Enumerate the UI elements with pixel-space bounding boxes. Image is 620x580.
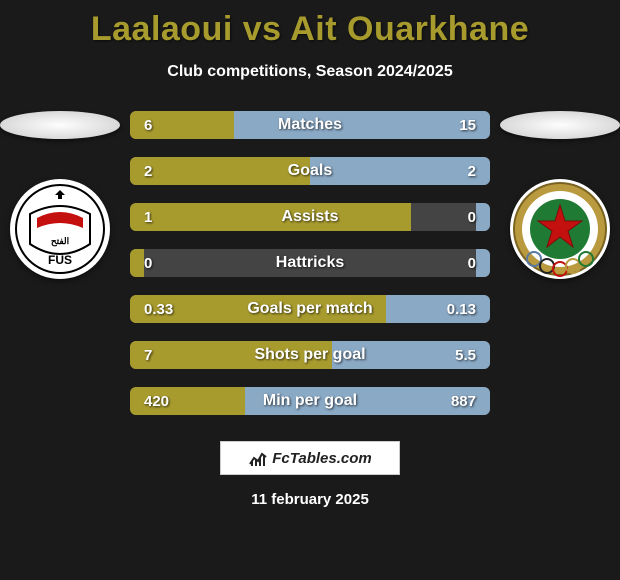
stat-value-right: 887 xyxy=(451,393,476,410)
subtitle: Club competitions, Season 2024/2025 xyxy=(0,63,620,81)
stat-value-left: 6 xyxy=(144,117,152,134)
stat-row: 2 Goals 2 xyxy=(130,157,490,185)
stat-value-left: 0 xyxy=(144,255,152,272)
bar-left xyxy=(130,203,411,231)
stat-value-right: 2 xyxy=(468,163,476,180)
bar-left xyxy=(130,157,310,185)
right-side xyxy=(500,111,620,279)
stat-label: Min per goal xyxy=(263,392,357,410)
crest-left-svg: الفتح FUS xyxy=(15,184,105,274)
svg-text:FUS: FUS xyxy=(48,253,72,267)
player-silhouette-right xyxy=(500,111,620,139)
stats-column: 6 Matches 15 2 Goals 2 1 Assists 0 0 Hattricks 0 0.3… xyxy=(130,111,490,415)
stat-row: 1 Assists 0 xyxy=(130,203,490,231)
stat-label: Shots per goal xyxy=(254,346,365,364)
stat-row: 420 Min per goal 887 xyxy=(130,387,490,415)
stat-value-left: 2 xyxy=(144,163,152,180)
bar-right xyxy=(476,203,490,231)
stat-label: Goals xyxy=(288,162,332,180)
bar-left xyxy=(130,249,144,277)
stat-value-right: 0 xyxy=(468,255,476,272)
stat-value-right: 0 xyxy=(468,209,476,226)
stat-value-right: 0.13 xyxy=(447,301,476,318)
stat-label: Goals per match xyxy=(247,300,372,318)
stat-value-left: 1 xyxy=(144,209,152,226)
club-crest-right xyxy=(510,179,610,279)
left-side: الفتح FUS xyxy=(0,111,120,279)
stat-value-right: 15 xyxy=(459,117,476,134)
stat-value-left: 420 xyxy=(144,393,169,410)
crest-right-svg xyxy=(512,181,608,277)
stat-row: 0.33 Goals per match 0.13 xyxy=(130,295,490,323)
bar-right xyxy=(476,249,490,277)
stat-value-left: 7 xyxy=(144,347,152,364)
brand-box[interactable]: FcTables.com xyxy=(220,441,400,475)
stat-label: Matches xyxy=(278,116,342,134)
stat-value-left: 0.33 xyxy=(144,301,173,318)
bar-right xyxy=(234,111,490,139)
comparison-panel: الفتح FUS 6 Matches 15 2 Goals 2 1 Assists 0 0 Hat… xyxy=(0,111,620,415)
club-crest-left: الفتح FUS xyxy=(10,179,110,279)
stat-label: Hattricks xyxy=(276,254,344,272)
chart-icon xyxy=(248,448,268,468)
stat-value-right: 5.5 xyxy=(455,347,476,364)
page-title: Laalaoui vs Ait Ouarkhane xyxy=(0,0,620,49)
stat-row: 0 Hattricks 0 xyxy=(130,249,490,277)
stat-label: Assists xyxy=(282,208,339,226)
player-silhouette-left xyxy=(0,111,120,139)
svg-text:الفتح: الفتح xyxy=(51,236,69,247)
stat-row: 7 Shots per goal 5.5 xyxy=(130,341,490,369)
date-label: 11 february 2025 xyxy=(0,491,620,508)
stat-row: 6 Matches 15 xyxy=(130,111,490,139)
brand-label: FcTables.com xyxy=(272,450,371,467)
bar-right xyxy=(310,157,490,185)
